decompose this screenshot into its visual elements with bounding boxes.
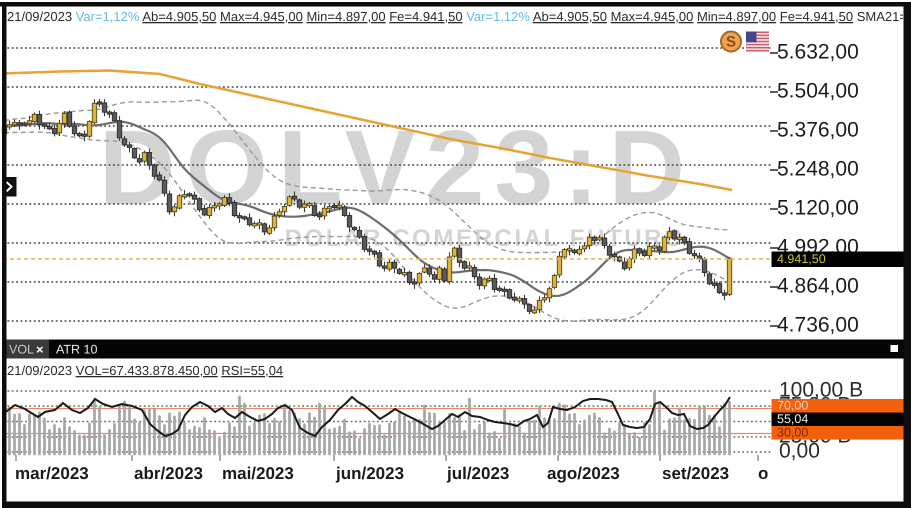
svg-text:55,04: 55,04 <box>777 412 808 426</box>
svg-text:21/09/2023 VOL=67.433.878.450,: 21/09/2023 VOL=67.433.878.450,00 RSI=55,… <box>7 363 283 378</box>
svg-text:DOLAR COMERCIAL FUTURO: DOLAR COMERCIAL FUTURO <box>285 225 686 252</box>
svg-text:21/09/2023 Var=1,12% Ab=4.905,: 21/09/2023 Var=1,12% Ab=4.905,50 Max=4.9… <box>7 9 911 24</box>
svg-text:DOLV23:D: DOLV23:D <box>99 109 695 227</box>
svg-text:ATR 10: ATR 10 <box>56 342 97 356</box>
svg-text:4.736,00: 4.736,00 <box>777 314 859 337</box>
svg-text:abr/2023: abr/2023 <box>134 464 203 483</box>
svg-text:4.941,50: 4.941,50 <box>777 252 826 266</box>
svg-text:5.632,00: 5.632,00 <box>777 41 859 64</box>
svg-text:S: S <box>726 33 736 50</box>
svg-text:0,00: 0,00 <box>779 440 820 463</box>
svg-text:5.120,00: 5.120,00 <box>777 197 859 220</box>
svg-text:mai/2023: mai/2023 <box>222 464 294 483</box>
svg-text:5.504,00: 5.504,00 <box>777 80 859 103</box>
svg-text:5.376,00: 5.376,00 <box>777 119 859 142</box>
svg-text:mar/2023: mar/2023 <box>15 464 89 483</box>
svg-text:jul/2023: jul/2023 <box>446 464 509 483</box>
svg-text:out/2023: out/2023 <box>758 464 827 483</box>
svg-text:100,00 B: 100,00 B <box>779 379 863 402</box>
svg-text:ago/2023: ago/2023 <box>547 464 620 483</box>
svg-text:70,00: 70,00 <box>777 398 808 412</box>
svg-text:4.864,00: 4.864,00 <box>777 275 859 298</box>
svg-text:5.248,00: 5.248,00 <box>777 158 859 181</box>
svg-text:×: × <box>36 342 44 357</box>
svg-text:set/2023: set/2023 <box>662 464 729 483</box>
svg-text:jun/2023: jun/2023 <box>335 464 404 483</box>
svg-text:30,00: 30,00 <box>777 425 808 439</box>
svg-text:VOL: VOL <box>9 342 34 356</box>
